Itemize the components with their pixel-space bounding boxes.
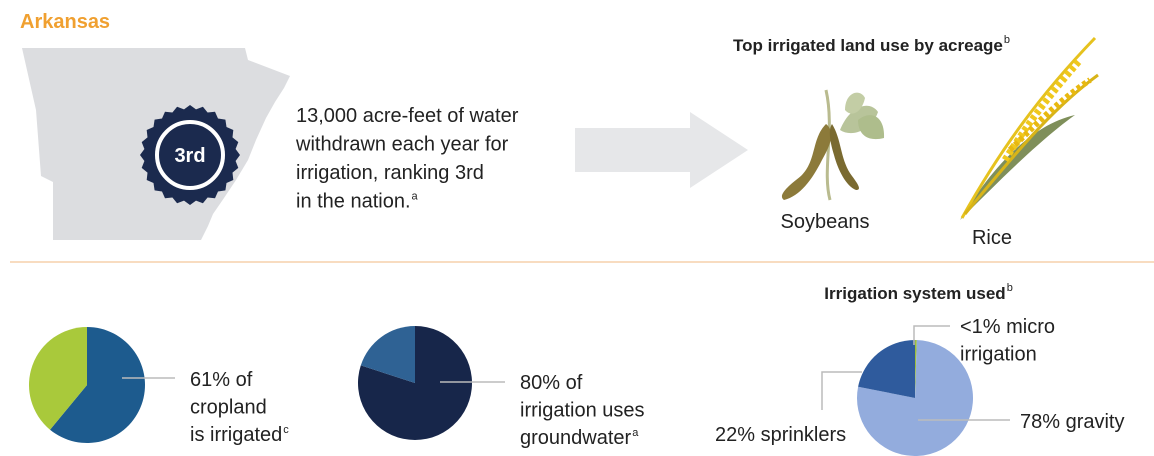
crop-label: Soybeans bbox=[781, 211, 870, 233]
ranking-text: irrigation, ranking 3rd bbox=[296, 162, 484, 184]
pie-label: 78% gravity bbox=[1020, 411, 1125, 433]
pie-slice bbox=[360, 326, 415, 383]
pie-slice bbox=[857, 340, 973, 456]
footnote-mark: b bbox=[1004, 34, 1010, 46]
rank-badge bbox=[140, 105, 240, 205]
pie-title: Irrigation system used bbox=[824, 284, 1005, 303]
pie-slice bbox=[915, 340, 917, 398]
leader-line bbox=[913, 325, 950, 345]
pie-label: <1% micro bbox=[960, 316, 1055, 338]
ranking-text: 13,000 acre-feet of water bbox=[296, 105, 519, 127]
pie-label: 61% of bbox=[190, 369, 253, 391]
pie-slice bbox=[29, 327, 88, 430]
pie-slice bbox=[858, 340, 915, 398]
land-use-title: Top irrigated land use by acreage bbox=[733, 36, 1003, 55]
crop-label: Rice bbox=[972, 227, 1012, 249]
pie-label: irrigation uses bbox=[520, 400, 645, 422]
footnote-mark: b bbox=[1007, 282, 1013, 294]
footnote-mark: a bbox=[412, 191, 419, 203]
pie-label: groundwater bbox=[520, 427, 632, 449]
rice-icon bbox=[960, 36, 1099, 220]
badge-gear bbox=[140, 105, 240, 205]
pie-label: 22% sprinklers bbox=[715, 424, 846, 446]
pie-label: is irrigated bbox=[190, 424, 282, 446]
footnote-mark: a bbox=[632, 427, 639, 439]
state-title: Arkansas bbox=[20, 11, 110, 33]
leader-line bbox=[821, 371, 862, 410]
ranking-text: in the nation. bbox=[296, 191, 411, 213]
pie-slice bbox=[50, 327, 146, 444]
ranking-text: withdrawn each year for bbox=[295, 134, 509, 156]
pie-label: 80% of bbox=[520, 372, 583, 394]
arrow bbox=[575, 112, 748, 188]
soybean-icon bbox=[781, 89, 885, 201]
pie-label: cropland bbox=[190, 397, 267, 419]
badge-ring bbox=[155, 120, 225, 190]
pie-label: irrigation bbox=[960, 344, 1037, 366]
footnote-mark: c bbox=[283, 424, 289, 436]
badge-label: 3rd bbox=[174, 145, 205, 167]
